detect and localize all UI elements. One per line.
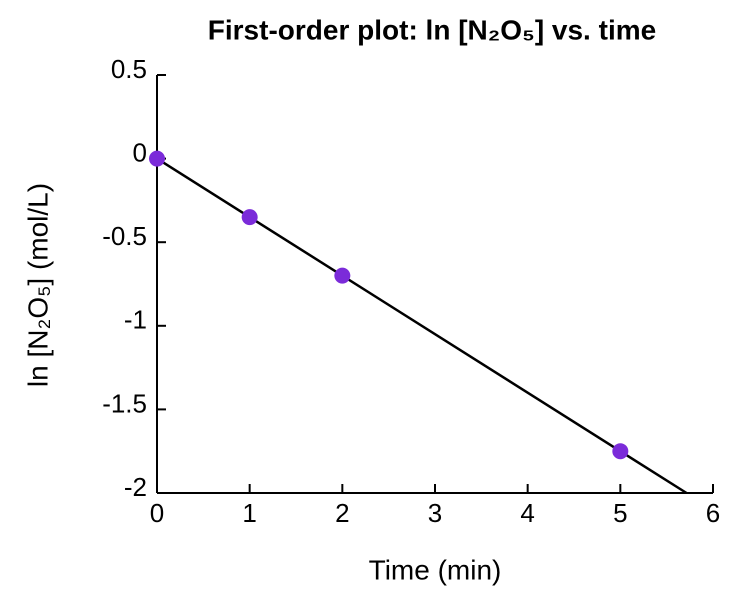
y-tick-label: 0 bbox=[133, 137, 147, 167]
x-tick-label: 3 bbox=[428, 498, 442, 528]
y-tick-label: -1 bbox=[124, 305, 147, 335]
y-tick-label: -2 bbox=[124, 472, 147, 502]
x-tick-label: 1 bbox=[242, 498, 256, 528]
x-axis-label: Time (min) bbox=[369, 554, 502, 585]
x-tick-label: 4 bbox=[520, 498, 534, 528]
x-tick-label: 5 bbox=[613, 498, 627, 528]
y-tick-label: -0.5 bbox=[102, 221, 147, 251]
x-tick-label: 6 bbox=[706, 498, 720, 528]
y-axis-label: ln [N₂O₅] (mol/L) bbox=[22, 183, 53, 387]
data-point bbox=[334, 267, 351, 284]
x-tick-label: 2 bbox=[335, 498, 349, 528]
y-tick-label: -1.5 bbox=[102, 388, 147, 418]
data-point bbox=[612, 443, 629, 460]
chart-title: First-order plot: ln [N₂O₅] vs. time bbox=[208, 14, 656, 45]
data-point bbox=[149, 150, 165, 167]
trend-line bbox=[156, 157, 688, 495]
y-tick-label: 0.5 bbox=[111, 54, 147, 84]
data-point bbox=[241, 209, 258, 226]
x-tick-label: 0 bbox=[150, 498, 164, 528]
